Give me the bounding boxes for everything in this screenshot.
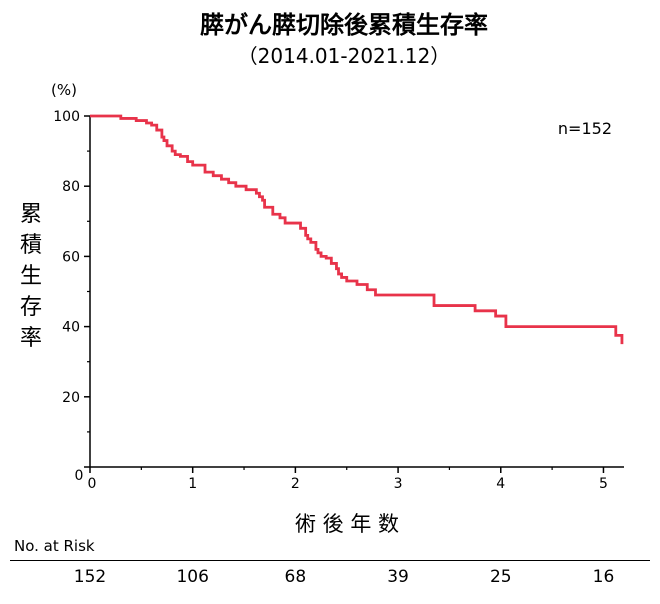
y-tick-label: 100 [53, 109, 80, 125]
x-tick-label: 0 [88, 476, 97, 492]
x-tick-label: 5 [599, 476, 608, 492]
x-tick-label: 3 [394, 476, 403, 492]
y-unit-label: (%) [51, 81, 77, 99]
y-axis-label: 累積生存率 [20, 202, 42, 351]
y-tick-label: 80 [62, 179, 80, 195]
y-axis-label-char: 存 [20, 295, 42, 320]
risk-table-divider [10, 560, 650, 561]
risk-value: 16 [592, 567, 615, 587]
survival-curve [90, 114, 624, 345]
y-axis-label-char: 率 [20, 326, 42, 351]
y-axis-label-char: 生 [20, 264, 42, 289]
risk-table-label: No. at Risk [14, 537, 95, 555]
x-tick-label: 2 [291, 476, 300, 492]
y-tick-label: 40 [62, 320, 80, 336]
chart-subtitle: （2014.01-2021.12） [238, 44, 451, 68]
x-tick-label: 1 [188, 476, 197, 492]
risk-value: 106 [176, 567, 209, 587]
y-tick-label: 20 [62, 390, 80, 406]
x-tick-label: 4 [496, 476, 505, 492]
x-axis-label: 術 後 年 数 [295, 512, 399, 536]
chart-origin-label: 0 [75, 468, 84, 484]
y-axis-label-char: 累 [20, 202, 42, 227]
y-tick-label: 60 [62, 249, 80, 265]
y-axis-label-char: 積 [20, 233, 42, 258]
risk-value: 68 [284, 567, 307, 587]
series-layer [90, 114, 624, 345]
y-axis-ticks: 20 40 60 80 100 [53, 109, 90, 468]
x-axis-ticks: 0 1 2 3 4 5 [88, 467, 608, 492]
risk-value: 39 [387, 567, 409, 587]
risk-value: 152 [73, 567, 107, 587]
risk-value: 25 [489, 567, 512, 587]
chart-title: 膵がん膵切除後累積生存率 [200, 11, 488, 39]
n-annotation: n=152 [558, 119, 612, 138]
